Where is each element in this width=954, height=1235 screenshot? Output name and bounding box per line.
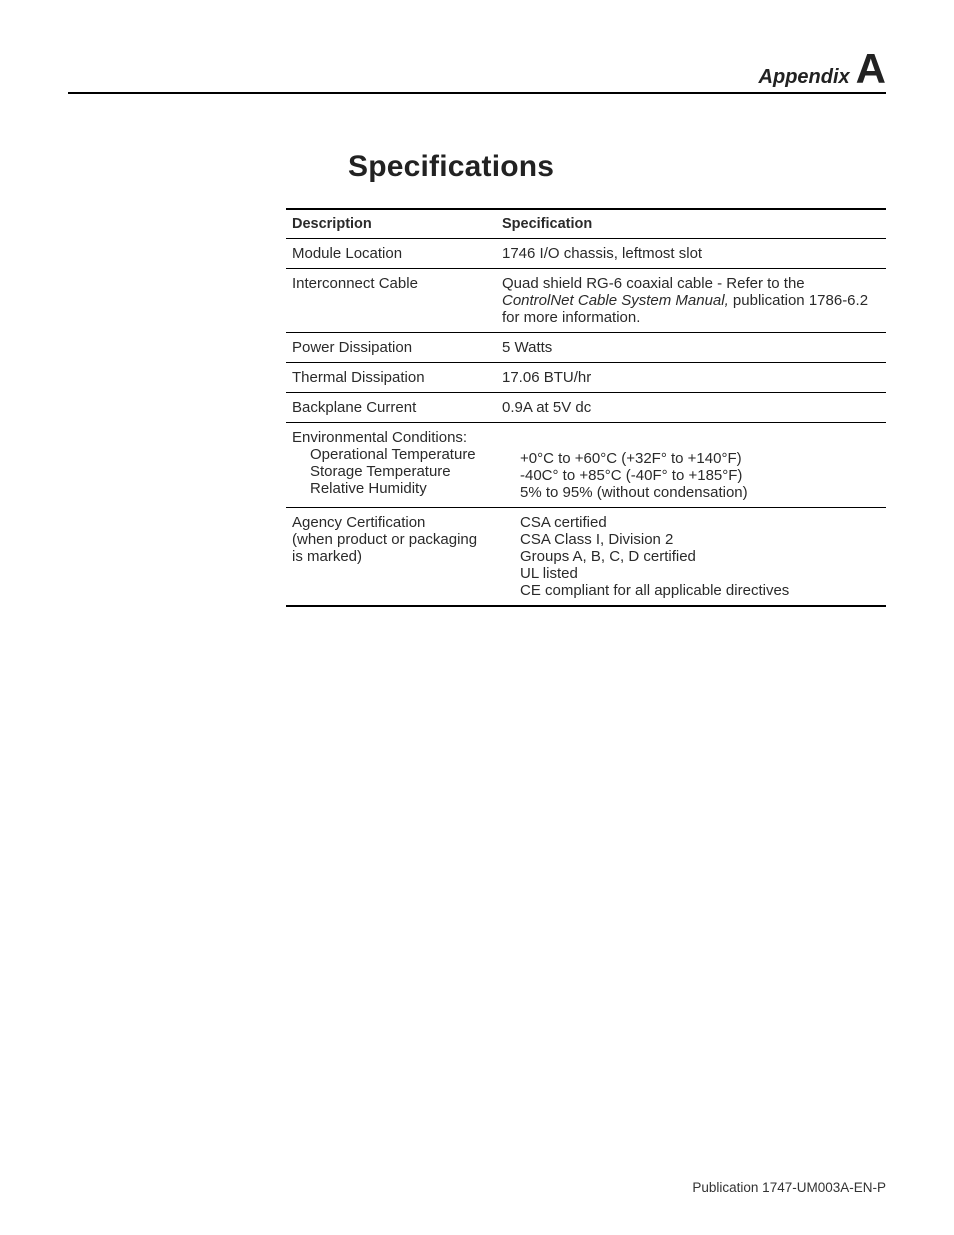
table-row: Power Dissipation 5 Watts bbox=[286, 333, 886, 363]
spec-text: Quad shield RG-6 coaxial cable - Refer t… bbox=[502, 275, 805, 292]
cell-desc: Agency Certification (when product or pa… bbox=[286, 508, 496, 607]
spec-table: Description Specification Module Locatio… bbox=[286, 208, 886, 607]
agency-line: CE compliant for all applicable directiv… bbox=[502, 582, 876, 599]
table-row: Thermal Dissipation 17.06 BTU/hr bbox=[286, 363, 886, 393]
cell-spec: CSA certified CSA Class I, Division 2 Gr… bbox=[496, 508, 886, 607]
env-title: Environmental Conditions: bbox=[292, 429, 467, 446]
table-row: Interconnect Cable Quad shield RG-6 coax… bbox=[286, 269, 886, 333]
table-row: Environmental Conditions: Operational Te… bbox=[286, 423, 886, 508]
table-row: Backplane Current 0.9A at 5V dc bbox=[286, 393, 886, 423]
env-humidity-label: Relative Humidity bbox=[292, 480, 486, 497]
col-header-description: Description bbox=[286, 209, 496, 239]
env-op-temp-label: Operational Temperature bbox=[292, 446, 486, 463]
cell-desc: Module Location bbox=[286, 239, 496, 269]
cell-spec: +0°C to +60°C (+32F° to +140°F) -40C° to… bbox=[496, 423, 886, 508]
table-header-row: Description Specification bbox=[286, 209, 886, 239]
env-storage-label: Storage Temperature bbox=[292, 463, 486, 480]
spacer bbox=[502, 429, 876, 450]
agency-sub: (when product or packaging is marked) bbox=[292, 531, 477, 565]
agency-line: CSA certified bbox=[502, 514, 876, 531]
table-row: Agency Certification (when product or pa… bbox=[286, 508, 886, 607]
cell-spec: Quad shield RG-6 coaxial cable - Refer t… bbox=[496, 269, 886, 333]
cell-desc: Interconnect Cable bbox=[286, 269, 496, 333]
agency-line: CSA Class I, Division 2 bbox=[502, 531, 876, 548]
appendix-label: Appendix bbox=[759, 66, 850, 89]
env-op-temp-val: +0°C to +60°C (+32F° to +140°F) bbox=[502, 450, 876, 467]
title-wrap: Specifications bbox=[68, 150, 886, 184]
table-row: Module Location 1746 I/O chassis, leftmo… bbox=[286, 239, 886, 269]
cell-desc: Power Dissipation bbox=[286, 333, 496, 363]
page: Appendix A Specifications Description Sp… bbox=[0, 0, 954, 1235]
cell-desc: Environmental Conditions: Operational Te… bbox=[286, 423, 496, 508]
agency-line: Groups A, B, C, D certified bbox=[502, 548, 876, 565]
agency-title: Agency Certification bbox=[292, 514, 425, 531]
env-storage-val: -40C° to +85°C (-40F° to +185°F) bbox=[502, 467, 876, 484]
cell-spec: 17.06 BTU/hr bbox=[496, 363, 886, 393]
cell-spec: 1746 I/O chassis, leftmost slot bbox=[496, 239, 886, 269]
spec-italic: ControlNet Cable System Manual, bbox=[502, 292, 729, 309]
env-humidity-val: 5% to 95% (without condensation) bbox=[502, 484, 876, 501]
cell-desc: Backplane Current bbox=[286, 393, 496, 423]
cell-spec: 0.9A at 5V dc bbox=[496, 393, 886, 423]
cell-spec: 5 Watts bbox=[496, 333, 886, 363]
cell-desc: Thermal Dissipation bbox=[286, 363, 496, 393]
publication-footer: Publication 1747-UM003A-EN-P bbox=[692, 1180, 886, 1195]
page-title: Specifications bbox=[348, 150, 886, 184]
appendix-letter: A bbox=[856, 48, 886, 90]
header-rule: Appendix A bbox=[68, 48, 886, 94]
col-header-specification: Specification bbox=[496, 209, 886, 239]
agency-line: UL listed bbox=[502, 565, 876, 582]
